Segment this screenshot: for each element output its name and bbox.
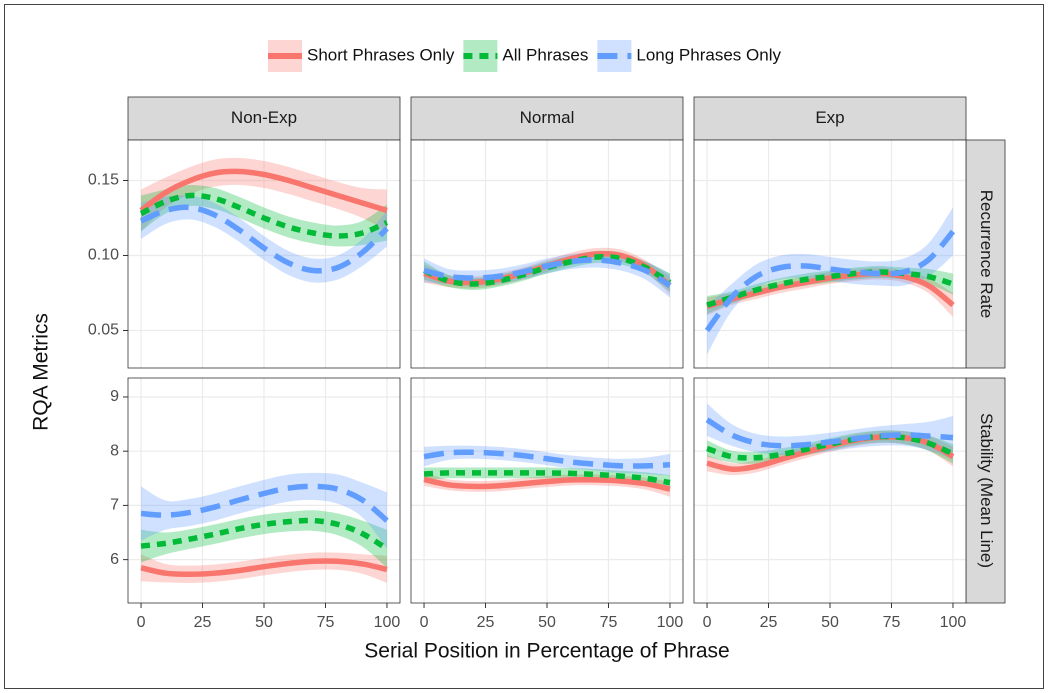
- y-tick-label: 0.05: [88, 322, 119, 339]
- x-tick-label: 50: [821, 614, 839, 631]
- trend-line: [705, 417, 954, 449]
- y-axis-title: RQA Metrics: [30, 313, 53, 431]
- panel-border: [410, 139, 684, 369]
- strip: [127, 96, 401, 141]
- x-tick-label: 25: [194, 614, 212, 631]
- strip-label: Normal: [520, 108, 575, 127]
- strip: [965, 377, 1006, 604]
- confidence-band: [141, 195, 387, 283]
- x-tick-label: 25: [477, 614, 495, 631]
- x-tick-label: 75: [317, 614, 335, 631]
- confidence-band: [707, 267, 953, 317]
- panel-marks: [705, 403, 955, 476]
- legend-label: All Phrases: [502, 45, 588, 64]
- trend-line: [139, 204, 389, 274]
- x-tick-label: 75: [883, 614, 901, 631]
- legend-label: Short Phrases Only: [307, 45, 455, 64]
- confidence-band: [141, 510, 387, 568]
- legend-item: All Phrases: [463, 40, 588, 72]
- x-tick-label: 50: [538, 614, 556, 631]
- confidence-band: [707, 207, 953, 355]
- strip: [410, 96, 684, 141]
- confidence-band: [141, 472, 387, 549]
- panel-border: [410, 377, 684, 604]
- x-tick-label: 0: [137, 614, 146, 631]
- strip: [965, 139, 1006, 369]
- panel-border: [127, 377, 401, 604]
- y-tick-label: 0.10: [88, 247, 119, 264]
- trend-line: [140, 558, 388, 578]
- panel-border: [693, 377, 967, 604]
- y-tick-label: 9: [110, 388, 119, 405]
- x-tick-label: 25: [760, 614, 778, 631]
- trend-line: [140, 483, 389, 523]
- x-axis-title: Serial Position in Percentage of Phrase: [364, 640, 729, 663]
- strip-label: Recurrence Rate: [977, 190, 996, 319]
- panel-marks: [422, 247, 672, 298]
- panel-marks: [139, 157, 389, 283]
- trend-line: [422, 254, 672, 287]
- trend-line: [706, 270, 955, 310]
- y-tick-label: 6: [110, 551, 119, 568]
- x-tick-label: 0: [420, 614, 429, 631]
- x-tick-label: 100: [374, 614, 401, 631]
- panel-marks: [704, 207, 956, 355]
- trend-line: [423, 476, 671, 492]
- legend-item: Short Phrases Only: [268, 40, 455, 72]
- x-tick-label: 100: [940, 614, 967, 631]
- trend-line: [706, 434, 955, 472]
- strip-label: Exp: [815, 108, 844, 127]
- legend-label: Long Phrases Only: [636, 45, 781, 64]
- panel-marks: [423, 445, 671, 497]
- strip-label: Stability (Mean Line): [977, 413, 996, 568]
- legend-item: Long Phrases Only: [597, 40, 781, 72]
- y-tick-label: 8: [110, 442, 119, 459]
- trend-line: [423, 257, 672, 288]
- trend-line: [423, 449, 671, 469]
- y-tick-label: 0.15: [88, 172, 119, 189]
- x-tick-label: 100: [657, 614, 684, 631]
- confidence-band: [707, 266, 953, 314]
- x-tick-label: 75: [600, 614, 618, 631]
- trend-line: [139, 192, 389, 239]
- panel-border: [127, 139, 401, 369]
- panel-marks: [140, 472, 389, 583]
- strip-label: Non-Exp: [231, 108, 297, 127]
- trend-line: [704, 229, 956, 333]
- y-tick-label: 7: [110, 497, 119, 514]
- panel-border: [693, 139, 967, 369]
- x-tick-label: 50: [255, 614, 273, 631]
- trend-line: [139, 168, 388, 214]
- x-tick-label: 0: [703, 614, 712, 631]
- confidence-band: [424, 252, 670, 298]
